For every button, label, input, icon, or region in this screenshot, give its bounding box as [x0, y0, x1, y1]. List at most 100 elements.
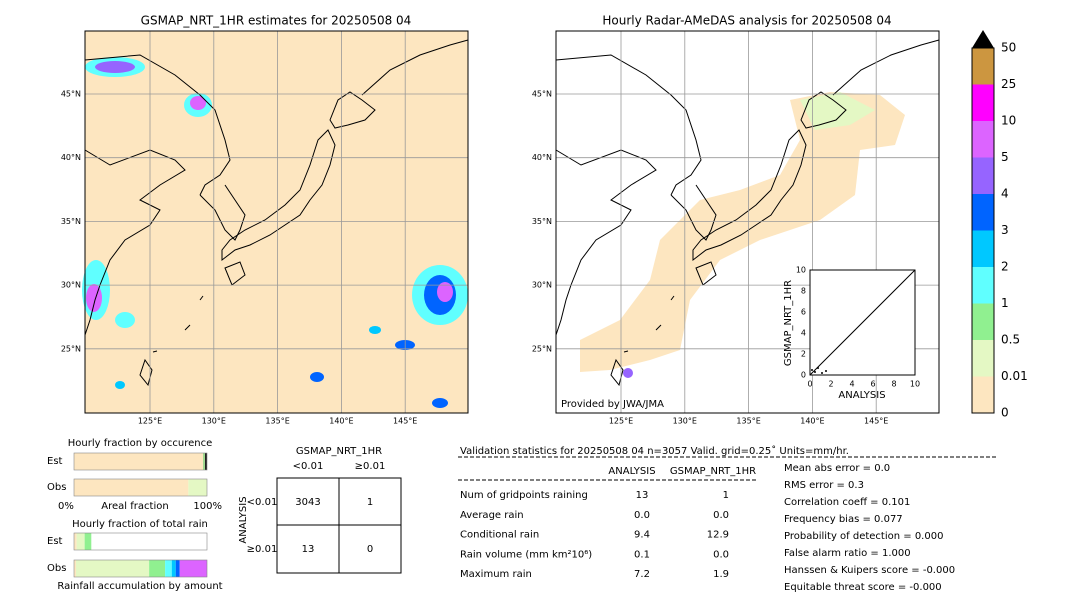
table-cell: 3043 [295, 497, 320, 508]
lat-label: 30°N [61, 281, 81, 290]
score: Correlation coeff = 0.101 [784, 497, 910, 508]
bar-frame [73, 559, 208, 578]
colorbar-label: 4 [1001, 187, 1009, 201]
analysis-value: 9.4 [634, 530, 650, 541]
y-tick-label: 8 [801, 287, 806, 296]
fraction-segment [74, 453, 204, 470]
table-cell: 0 [367, 544, 373, 555]
x-tick-label: 8 [891, 380, 896, 389]
credit: Provided by JWA/JMA [561, 399, 664, 410]
y-tick-label: 10 [796, 266, 806, 275]
map-frame [84, 30, 469, 414]
validation-header: Validation statistics for 20250508 04 n=… [460, 445, 849, 457]
colorbar-frame [971, 47, 995, 414]
fraction-segment [171, 560, 176, 577]
row-label: Rain volume (mm km²10⁶) [460, 549, 592, 560]
colorbar-segment [972, 84, 994, 121]
panel-footer: Rainfall accumulation by amount [57, 581, 222, 592]
score: Equitable threat score = -0.000 [784, 582, 942, 593]
x-tick-label: 0 [807, 380, 812, 389]
panel-title: Hourly fraction of total rain [72, 519, 208, 530]
score: False alarm ratio = 1.000 [784, 548, 911, 559]
colorbar-segment [972, 157, 994, 194]
axis-label: 0% [58, 501, 74, 512]
table-title: GSMAP_NRT_1HR [296, 446, 382, 457]
column-header: GSMAP_NRT_1HR [670, 466, 756, 477]
lon-label: 140°E [329, 417, 353, 426]
column-header: <0.01 [293, 461, 324, 472]
map-title: GSMAP_NRT_1HR estimates for 20250508 04 [141, 14, 412, 28]
colorbar-segment [972, 194, 994, 231]
scatter-point [821, 372, 823, 374]
inset-xlabel: ANALYSIS [838, 390, 885, 401]
lat-label: 25°N [61, 344, 81, 353]
score: Probability of detection = 0.000 [784, 531, 943, 542]
x-tick-label: 10 [910, 380, 920, 389]
fraction-segment [74, 533, 77, 550]
colorbar-segment [972, 376, 994, 413]
gsmap-value: 12.9 [707, 530, 729, 541]
map-frame [555, 30, 940, 414]
fraction-segment [75, 560, 150, 577]
lat-label: 35°N [532, 217, 552, 226]
lon-label: 135°E [736, 417, 760, 426]
map-title: Hourly Radar-AMeDAS analysis for 2025050… [602, 14, 891, 28]
fraction-segment [203, 453, 206, 470]
left-map [82, 31, 469, 413]
score: RMS error = 0.3 [784, 480, 864, 491]
colorbar-label: 0 [1001, 406, 1009, 420]
bar-frame [73, 452, 208, 471]
row-label: Est [47, 536, 63, 547]
table-cell: 13 [302, 544, 315, 555]
lon-label: 125°E [138, 417, 162, 426]
colorbar-label: 25 [1001, 77, 1016, 91]
lon-label: 145°E [864, 417, 888, 426]
colorbar-segment [972, 340, 994, 377]
lon-label: 125°E [609, 417, 633, 426]
y-tick-label: 2 [801, 350, 806, 359]
column-header: ANALYSIS [608, 466, 655, 477]
row-label: Average rain [460, 510, 524, 521]
score: Frequency bias = 0.077 [784, 514, 903, 525]
colorbar-segment [972, 267, 994, 304]
analysis-value: 0.0 [634, 510, 650, 521]
colorbar-segment [972, 48, 994, 85]
colorbar-label: 1 [1001, 296, 1009, 310]
rain-area [623, 368, 633, 378]
colorbar-segment [972, 303, 994, 340]
colorbar-label: 0.01 [1001, 369, 1028, 383]
colorbar-label: 3 [1001, 223, 1009, 237]
fraction-segment [175, 560, 180, 577]
lat-label: 30°N [532, 281, 552, 290]
lat-label: 35°N [61, 217, 81, 226]
analysis-value: 13 [636, 490, 649, 501]
fraction-segment [149, 560, 166, 577]
row-label: Num of gridpoints raining [460, 490, 588, 501]
fraction-segment [205, 453, 207, 470]
x-tick-label: 4 [849, 380, 854, 389]
table-cell: 1 [367, 497, 373, 508]
scatter-point [817, 367, 819, 369]
panel-title: Hourly fraction by occurence [68, 438, 212, 449]
gsmap-value: 0.0 [713, 549, 729, 560]
rain-area [800, 92, 875, 130]
colorbar-label: 50 [1001, 41, 1016, 55]
colorbar-label: 5 [1001, 150, 1009, 164]
fraction-segment [74, 479, 189, 496]
inset-ylabel: GSMAP_NRT_1HR [783, 280, 794, 366]
bar-frame [73, 478, 208, 497]
row-header: ≥0.01 [247, 544, 278, 555]
fraction-segment [74, 560, 76, 577]
rain-areas [82, 57, 468, 408]
map-background [85, 31, 468, 413]
fraction-segment [76, 533, 85, 550]
lon-label: 130°E [673, 417, 697, 426]
colorbar-segment [972, 230, 994, 267]
rain-area [580, 92, 905, 372]
lat-label: 40°N [61, 153, 81, 162]
gsmap-value: 0.0 [713, 510, 729, 521]
colorbar-label: 2 [1001, 260, 1009, 274]
scatter-point [825, 370, 827, 372]
scatter-point [814, 371, 816, 373]
x-tick-label: 2 [828, 380, 833, 389]
